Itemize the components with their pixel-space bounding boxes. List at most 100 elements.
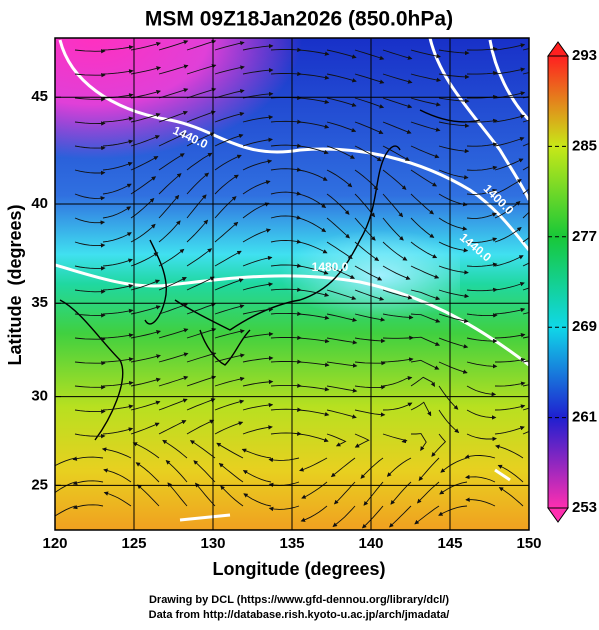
- streamline: [298, 409, 330, 417]
- streamline: [326, 241, 353, 259]
- coastline: [59, 109, 481, 441]
- field: [55, 38, 529, 530]
- streamline: [326, 289, 357, 301]
- colorbar: [547, 55, 569, 509]
- streamline: [382, 217, 404, 241]
- streamline: [410, 313, 441, 323]
- streamline: [102, 183, 132, 195]
- streamline: [466, 70, 498, 76]
- streamline: [186, 219, 209, 243]
- streamline: [130, 41, 161, 51]
- streamline: [130, 422, 160, 435]
- streamline: [438, 145, 470, 154]
- streamline: [158, 303, 189, 315]
- streamline: [495, 357, 526, 363]
- streamline: [242, 470, 272, 483]
- streamline: [74, 409, 106, 414]
- streamline: [102, 232, 132, 243]
- streamline: [354, 241, 380, 262]
- footer-line: Data from http://database.rish.kyoto-u.a…: [149, 609, 450, 621]
- streamline: [466, 409, 497, 420]
- streamline: [165, 460, 188, 483]
- streamline: [74, 72, 106, 78]
- streamline: [438, 169, 469, 180]
- streamline: [330, 457, 356, 478]
- streamline: [74, 241, 106, 248]
- streamline: [414, 505, 440, 525]
- streamline: [216, 442, 244, 459]
- streamline: [494, 158, 524, 171]
- streamline: [158, 398, 188, 411]
- streamline: [214, 376, 245, 387]
- streamline: [270, 143, 302, 148]
- streamline: [354, 73, 385, 84]
- streamline: [522, 165, 529, 171]
- streamline: [242, 355, 274, 363]
- streamline: [242, 115, 274, 123]
- streamline: [214, 89, 245, 99]
- streamline: [270, 407, 302, 412]
- streamline: [186, 375, 217, 387]
- streamline: [186, 194, 207, 219]
- x-tick-label: 145: [437, 535, 462, 552]
- streamline: [102, 308, 134, 315]
- streamline: [522, 211, 529, 219]
- streamline: [494, 43, 526, 51]
- streamline: [326, 217, 350, 239]
- streamline: [298, 193, 327, 209]
- streamline: [326, 409, 357, 419]
- streamline: [270, 311, 302, 317]
- streamline: [354, 385, 386, 390]
- streamline: [214, 304, 245, 315]
- streamline: [103, 468, 132, 483]
- streamline: [162, 439, 188, 459]
- streamline: [326, 337, 358, 345]
- streamline: [130, 112, 161, 123]
- streamline: [220, 485, 244, 507]
- streamline: [270, 335, 302, 341]
- streamline: [382, 73, 413, 84]
- streamline: [410, 169, 438, 187]
- streamline: [102, 380, 134, 387]
- streamline: [438, 337, 469, 349]
- streamline: [326, 97, 357, 107]
- streamline: [242, 137, 273, 147]
- streamline: [189, 440, 216, 459]
- streamline: [242, 43, 274, 51]
- streamline: [298, 313, 330, 320]
- streamline: [354, 433, 370, 448]
- streamline: [298, 73, 330, 80]
- streamline: [298, 145, 329, 155]
- streamline: [410, 359, 440, 370]
- streamline: [410, 241, 438, 259]
- streamline: [438, 385, 459, 410]
- streamline: [382, 241, 408, 261]
- streamline: [326, 385, 358, 393]
- streamline: [466, 433, 497, 442]
- streamline: [74, 97, 106, 102]
- y-tick-label: 30: [31, 388, 48, 405]
- colorbar-tick-label: 261: [572, 409, 597, 426]
- streamline: [130, 305, 161, 315]
- x-tick-label: 135: [279, 535, 304, 552]
- streamline: [354, 169, 379, 191]
- streamline: [326, 73, 357, 83]
- streamline: [130, 66, 162, 75]
- streamline: [438, 313, 469, 324]
- streamline: [214, 250, 242, 267]
- streamline: [386, 457, 412, 477]
- streamline: [102, 139, 134, 147]
- streamline: [382, 289, 413, 300]
- colorbar-tick-label: 253: [572, 499, 597, 516]
- streamline: [466, 287, 498, 293]
- streamline: [382, 335, 414, 341]
- streamline: [186, 302, 216, 315]
- streamline: [74, 217, 106, 225]
- streamline: [130, 400, 161, 411]
- streamline: [494, 201, 521, 219]
- streamline: [242, 379, 274, 387]
- streamline: [158, 375, 189, 387]
- streamline: [326, 361, 358, 368]
- streamline: [522, 336, 529, 339]
- streamline: [410, 121, 441, 132]
